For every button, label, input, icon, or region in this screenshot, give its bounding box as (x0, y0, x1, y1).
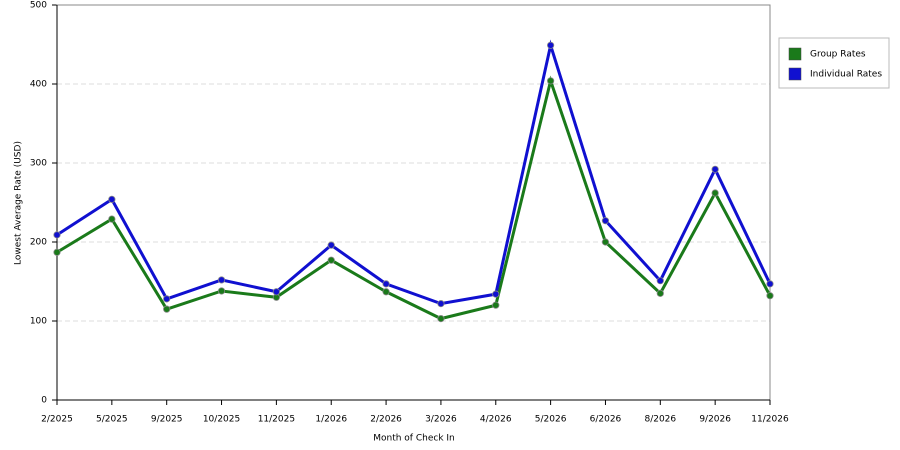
point (766, 292, 774, 300)
x-tick-label: 6/2026 (590, 415, 622, 425)
point (108, 215, 116, 223)
series-line (56, 75, 772, 321)
point (711, 189, 719, 197)
y-tick-label: 0 (41, 396, 47, 406)
legend-swatch (788, 47, 802, 61)
point (163, 305, 171, 313)
point (601, 238, 610, 246)
x-tick-label: 2/2026 (370, 415, 402, 425)
legend-swatch (788, 67, 802, 81)
point (656, 277, 664, 285)
point (601, 217, 610, 225)
legend-label: Group Rates (810, 50, 866, 60)
x-tick-label: 1/2026 (315, 415, 347, 425)
x-tick-label: 2/2025 (41, 415, 73, 425)
point (492, 290, 500, 298)
point (656, 289, 664, 297)
point (217, 276, 226, 284)
y-tick-label: 300 (30, 159, 47, 169)
point (327, 256, 335, 264)
x-tick-label: 10/2025 (203, 415, 240, 425)
point (437, 300, 445, 308)
point (547, 77, 555, 85)
y-tick-label: 400 (30, 80, 47, 90)
legend-label: Individual Rates (810, 70, 882, 80)
x-tick-label: 5/2025 (96, 415, 128, 425)
x-tick-label: 11/2025 (258, 415, 295, 425)
point (492, 301, 500, 309)
x-tick-label: 5/2026 (535, 415, 567, 425)
plot-frame (56, 4, 771, 401)
x-tick-label: 9/2025 (151, 415, 183, 425)
point (382, 288, 390, 296)
point (382, 280, 390, 288)
point (547, 41, 555, 49)
x-tick-label: 8/2026 (644, 415, 676, 425)
point (108, 195, 116, 203)
point (53, 231, 61, 239)
point (272, 288, 280, 296)
point (53, 248, 61, 256)
x-tick-label: 4/2026 (480, 415, 512, 425)
y-tick-label: 200 (30, 238, 47, 248)
y-tick-label: 500 (30, 1, 47, 11)
legend-box (778, 37, 890, 89)
x-tick-label: 9/2026 (699, 415, 731, 425)
point (327, 241, 335, 249)
point (163, 295, 171, 303)
point (437, 315, 445, 323)
point (766, 280, 774, 288)
y-tick-label: 100 (30, 317, 47, 327)
series-line (56, 39, 772, 306)
point (217, 287, 226, 295)
point (711, 165, 719, 173)
y-axis-label: Lowest Average Rate (USD) (14, 141, 24, 265)
x-tick-label: 3/2026 (425, 415, 457, 425)
x-tick-label: 11/2026 (751, 415, 789, 425)
x-axis-label: Month of Check In (373, 434, 455, 444)
